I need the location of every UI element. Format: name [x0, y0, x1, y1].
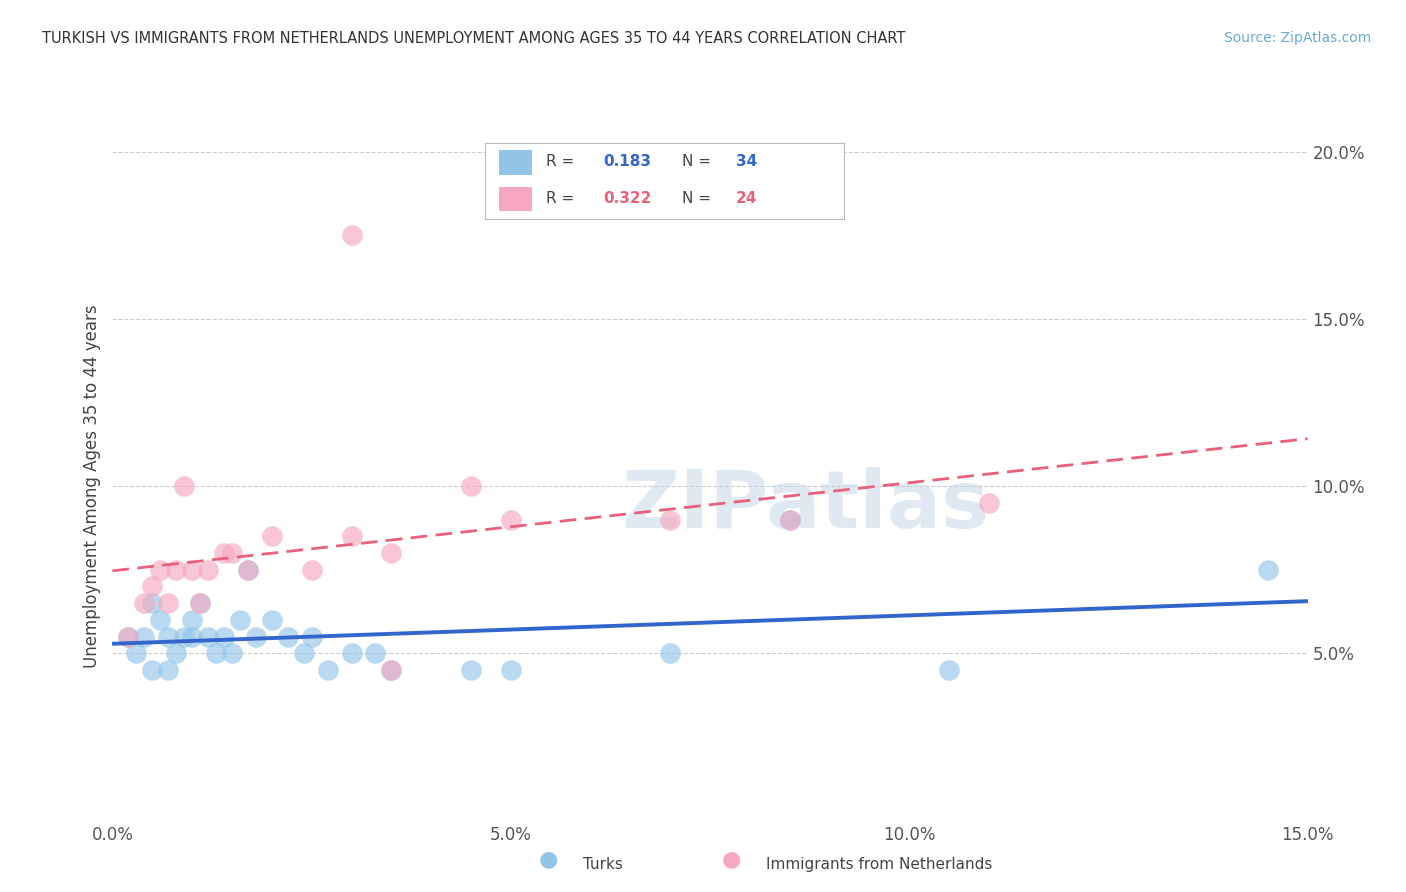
Point — [141, 596, 163, 610]
Point — [141, 663, 163, 677]
Text: ZIPatlas: ZIPatlas — [621, 467, 990, 545]
Point — [245, 630, 267, 644]
Text: Turks: Turks — [583, 857, 623, 872]
Point — [173, 479, 195, 493]
Text: 34: 34 — [737, 154, 758, 169]
Point — [340, 228, 363, 243]
Point — [181, 630, 204, 644]
Point — [460, 479, 482, 493]
Point — [659, 646, 682, 660]
Point — [499, 663, 522, 677]
Point — [340, 529, 363, 543]
Point — [380, 663, 402, 677]
Point — [1257, 563, 1279, 577]
Point — [157, 663, 180, 677]
Point — [134, 596, 156, 610]
Point — [181, 613, 204, 627]
Bar — [499, 186, 531, 211]
Point — [212, 546, 235, 560]
Point — [157, 630, 180, 644]
Point — [149, 613, 172, 627]
Point — [117, 630, 139, 644]
Point — [316, 663, 339, 677]
Point — [149, 563, 172, 577]
Point — [157, 596, 180, 610]
Text: 0.322: 0.322 — [603, 191, 652, 206]
Point — [277, 630, 299, 644]
Point — [125, 646, 148, 660]
Text: R =: R = — [546, 154, 579, 169]
Point — [380, 663, 402, 677]
Point — [260, 613, 283, 627]
Text: N =: N = — [682, 154, 716, 169]
Point — [165, 563, 187, 577]
Point — [181, 563, 204, 577]
Point — [779, 512, 801, 526]
Point — [301, 630, 323, 644]
Point — [779, 512, 801, 526]
Point — [173, 630, 195, 644]
Point — [659, 512, 682, 526]
Text: N =: N = — [682, 191, 716, 206]
Text: ●: ● — [538, 850, 558, 870]
Point — [260, 529, 283, 543]
Point — [340, 646, 363, 660]
Point — [165, 646, 187, 660]
Point — [188, 596, 211, 610]
Text: 0.183: 0.183 — [603, 154, 651, 169]
Point — [292, 646, 315, 660]
Point — [499, 512, 522, 526]
Point — [197, 563, 219, 577]
Point — [236, 563, 259, 577]
Bar — [499, 150, 531, 175]
Text: TURKISH VS IMMIGRANTS FROM NETHERLANDS UNEMPLOYMENT AMONG AGES 35 TO 44 YEARS CO: TURKISH VS IMMIGRANTS FROM NETHERLANDS U… — [42, 31, 905, 46]
Point — [236, 563, 259, 577]
Point — [301, 563, 323, 577]
Point — [380, 546, 402, 560]
Point — [134, 630, 156, 644]
Point — [141, 580, 163, 594]
Text: R =: R = — [546, 191, 579, 206]
Point — [188, 596, 211, 610]
Y-axis label: Unemployment Among Ages 35 to 44 years: Unemployment Among Ages 35 to 44 years — [83, 304, 101, 668]
Point — [221, 646, 243, 660]
Point — [938, 663, 960, 677]
Point — [221, 546, 243, 560]
Text: ●: ● — [721, 850, 741, 870]
Point — [229, 613, 252, 627]
Point — [977, 496, 1000, 510]
Point — [212, 630, 235, 644]
Text: 24: 24 — [737, 191, 758, 206]
Point — [364, 646, 387, 660]
Point — [197, 630, 219, 644]
Point — [460, 663, 482, 677]
Point — [205, 646, 228, 660]
Text: Source: ZipAtlas.com: Source: ZipAtlas.com — [1223, 31, 1371, 45]
Text: Immigrants from Netherlands: Immigrants from Netherlands — [766, 857, 993, 872]
Point — [117, 630, 139, 644]
